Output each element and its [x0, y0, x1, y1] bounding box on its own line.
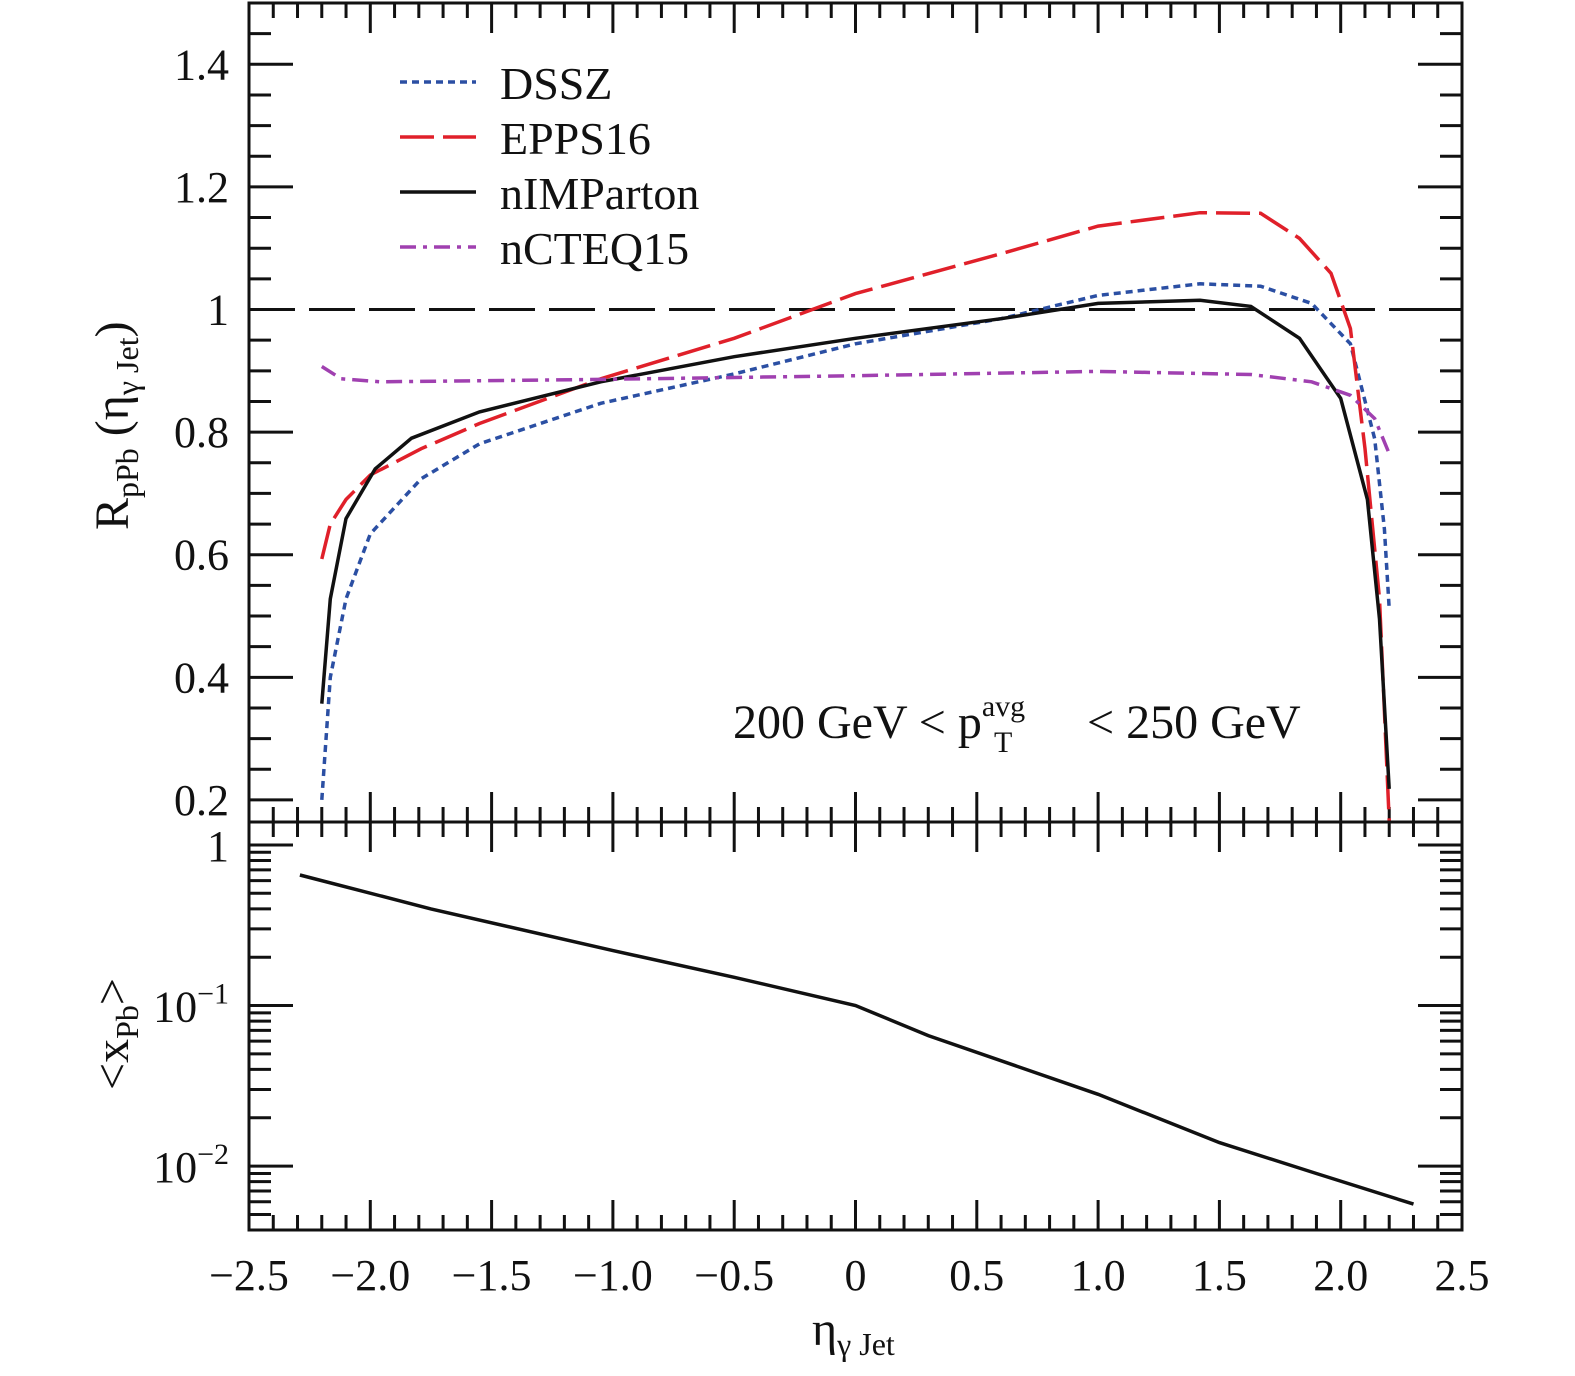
ylabel-paren-close: )	[86, 321, 139, 337]
x-tick-label: −1.0	[573, 1251, 653, 1300]
y-tick-label: 0.2	[174, 776, 229, 825]
legend-label-nimparton: nIMParton	[500, 168, 699, 219]
x-tick-label: −2.0	[330, 1251, 410, 1300]
y-tick-label: 0.6	[174, 531, 229, 580]
legend-label-ncteq15: nCTEQ15	[500, 223, 689, 274]
legend-label-epps16: EPPS16	[500, 113, 651, 164]
y-tick-label: 10−2	[153, 1138, 229, 1192]
series-line-nimparton	[320, 298, 1391, 789]
y-tick-label-exponent: −2	[197, 1138, 229, 1171]
bottom-series-group	[299, 873, 1415, 1206]
bottom-y-axis-label: <xPb>	[86, 978, 145, 1090]
y-tick-label: 1.2	[174, 163, 229, 212]
y-tick-label: 0.8	[174, 408, 229, 457]
pt-range-annotation: 200 GeV < pavg T < 250 GeV	[733, 690, 1301, 759]
bottom-ylabel-close: >	[86, 978, 139, 1005]
top-panel: 0.2 0.4 0.6 0.8 1 1.2 1.4	[174, 1, 1464, 825]
y-tick-label-exponent: −1	[197, 978, 229, 1011]
y-tick-label-base: 1	[207, 822, 229, 871]
x-tick-label: 0	[845, 1251, 867, 1300]
annotation-post: < 250 GeV	[1075, 696, 1301, 749]
x-tick-label: 2.0	[1313, 1251, 1368, 1300]
y-tick-label-base: 10	[153, 983, 197, 1032]
x-tick-label: 1.5	[1192, 1251, 1247, 1300]
bottom-ylabel-sub: Pb	[109, 1005, 145, 1039]
y-tick-label: 1	[207, 286, 229, 335]
xlabel-main: η	[812, 1303, 837, 1356]
bottom-panel: 110−110−2−2.5 −2.0 −1.5 −1.0 −0.5 0 0.5 1.0 1.5 2…	[153, 820, 1490, 1300]
bottom-frame	[247, 820, 1464, 1232]
y-tick-label: 1.4	[174, 40, 229, 89]
ylabel-sub: pPb	[109, 448, 145, 498]
y-tick-label-base: 10	[153, 1143, 197, 1192]
x-tick-label: −1.5	[452, 1251, 532, 1300]
y-tick-label: 1	[207, 822, 229, 871]
series-line-ncteq15	[320, 365, 1391, 455]
series-line-dssz	[320, 282, 1391, 801]
y-tick-label: 0.4	[174, 653, 229, 702]
y-tick-label: 10−1	[153, 978, 229, 1032]
ylabel-paren-open: (η	[86, 395, 139, 448]
ylabel-paren-sub: γ Jet	[109, 337, 145, 396]
x-axis-label: ηγ Jet	[812, 1303, 895, 1362]
annotation-sup: avg	[982, 690, 1025, 723]
annotation-sub: T	[994, 726, 1012, 759]
bottom-ylabel-open: <x	[86, 1039, 139, 1090]
legend-label-dssz: DSSZ	[500, 58, 612, 109]
ylabel-main: R	[86, 498, 139, 530]
xlabel-sub: γ Jet	[836, 1326, 895, 1362]
series-line-mean-x-pb	[299, 873, 1415, 1206]
annotation-pre: 200 GeV < p	[733, 696, 982, 749]
top-y-axis-label: RpPb (ηγ Jet)	[86, 321, 145, 530]
x-tick-label: −0.5	[694, 1251, 774, 1300]
x-tick-label: 1.0	[1071, 1251, 1126, 1300]
top-series-group	[320, 210, 1391, 821]
x-tick-label: 0.5	[949, 1251, 1004, 1300]
x-tick-label: 2.5	[1435, 1251, 1490, 1300]
x-tick-label: −2.5	[209, 1251, 289, 1300]
